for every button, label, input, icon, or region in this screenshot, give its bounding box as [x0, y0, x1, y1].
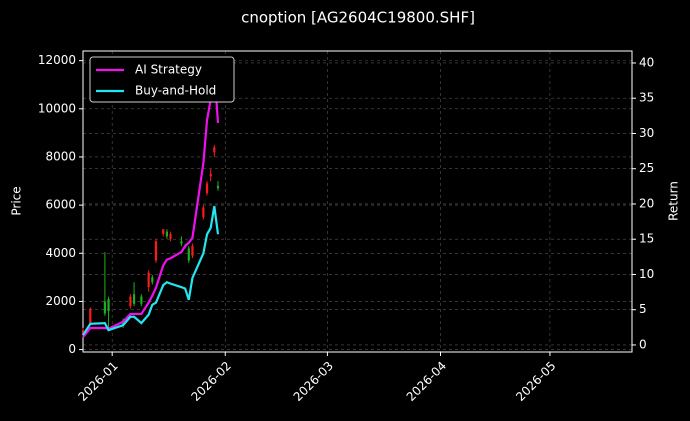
candle-body	[209, 173, 212, 177]
plot-frame	[82, 50, 633, 353]
line-series	[82, 205, 220, 336]
candle-body	[140, 296, 143, 304]
candle-body	[81, 330, 85, 336]
candle-body	[180, 241, 183, 244]
candle-body	[103, 301, 106, 314]
candle-body	[205, 183, 209, 194]
legend-box	[89, 56, 235, 103]
candle-body	[213, 147, 216, 153]
candle-body	[151, 277, 154, 283]
y2-tick-label: 40	[639, 55, 654, 69]
y2-tick-label: 25	[639, 161, 654, 175]
line-series	[82, 69, 220, 338]
y-tick-label: 12000	[38, 53, 76, 67]
candle-body	[202, 207, 205, 218]
y-tick-label: 0	[68, 342, 76, 356]
y-tick-label: 2000	[45, 294, 76, 308]
y2-tick-label: 10	[639, 267, 654, 281]
y-tick-label: 10000	[38, 101, 76, 115]
candle-body	[129, 296, 132, 307]
candle-body	[154, 241, 158, 261]
candle-body	[107, 299, 110, 312]
x-tick-label: 2026-03	[291, 359, 336, 404]
x-tick-label: 2026-04	[404, 359, 449, 404]
x-tick-label: 2026-01	[75, 359, 120, 404]
y2-tick-label: 15	[639, 232, 654, 246]
y2-tick-label: 5	[639, 302, 647, 316]
y-tick-label: 6000	[45, 198, 76, 212]
candle-body	[165, 231, 168, 237]
y-axis-label: Price	[10, 186, 24, 215]
candle-body	[169, 234, 172, 239]
candle-body	[216, 185, 220, 189]
y2-tick-label: 20	[639, 196, 654, 210]
y2-tick-label: 30	[639, 126, 654, 140]
x-tick-label: 2026-05	[513, 359, 558, 404]
candle-body	[191, 246, 194, 256]
chart-title: cnoption [AG2604C19800.SHF]	[241, 9, 475, 27]
candle-body	[147, 272, 150, 287]
y-tick-label: 4000	[45, 246, 76, 260]
y2-axis-label: Return	[667, 181, 681, 221]
candle-body	[132, 294, 136, 304]
candle-body	[89, 308, 92, 324]
y2-tick-label: 35	[639, 91, 654, 105]
legend-label: Buy-and-Hold	[135, 84, 216, 98]
legend: AI Strategy Buy-and-Hold	[89, 56, 235, 103]
candle-body	[122, 320, 125, 326]
x-tick-label: 2026-02	[189, 359, 234, 404]
candle-body	[162, 229, 165, 235]
legend-label: AI Strategy	[135, 63, 202, 77]
y2-tick-label: 0	[639, 337, 647, 351]
y-tick-label: 8000	[45, 149, 76, 163]
candle-body	[187, 248, 190, 261]
